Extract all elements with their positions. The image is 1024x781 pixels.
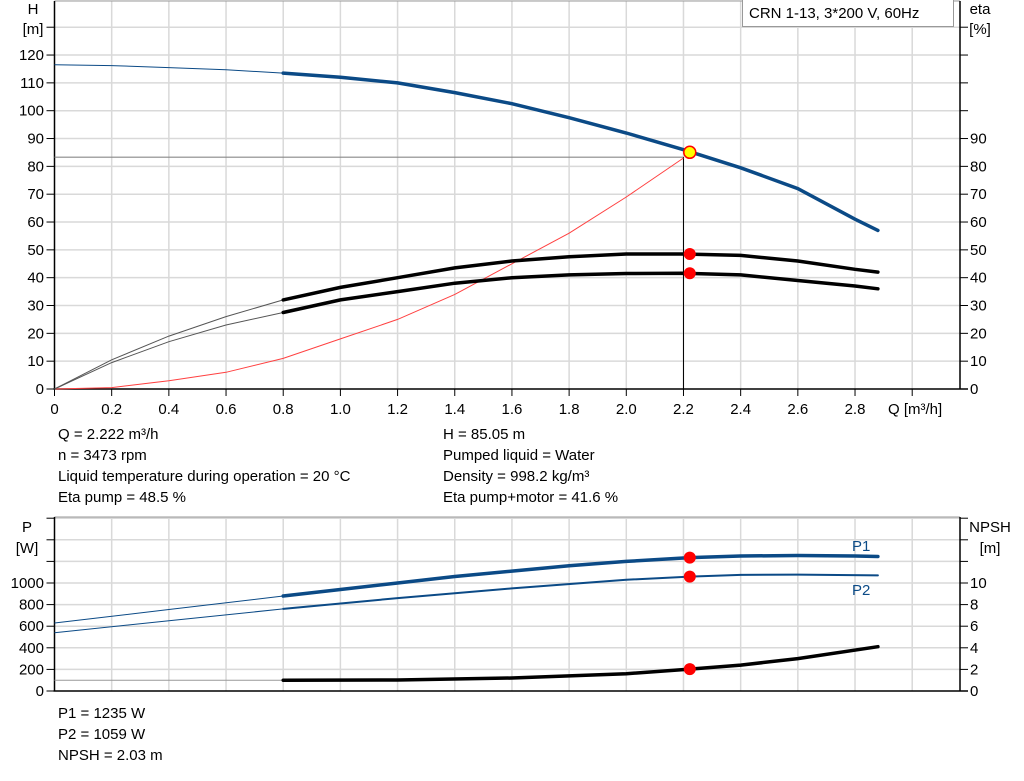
y-right-tick-label: 80 xyxy=(970,158,987,175)
x-tick-label: 0.2 xyxy=(101,401,122,418)
npsh-axis-name: NPSH xyxy=(969,519,1011,536)
x-tick-label: 0.8 xyxy=(273,401,294,418)
y-right-tick-label: 90 xyxy=(970,131,987,148)
y-left-tick-label: 60 xyxy=(27,214,44,231)
x-tick-label: 1.8 xyxy=(559,401,580,418)
npsh-tick-label: 10 xyxy=(970,575,987,592)
x-tick-label: 1.6 xyxy=(502,401,523,418)
eta-pump-motor-value: Eta pump+motor = 41.6 % xyxy=(443,489,619,506)
speed-value: n = 3473 rpm xyxy=(58,447,147,464)
p-axis-name: P xyxy=(22,519,32,536)
y-right-tick-label: 40 xyxy=(970,270,987,287)
y-right-tick-label: 70 xyxy=(970,186,987,203)
y-right-tick-label: 20 xyxy=(970,325,987,342)
series-eta-pump-motor-line xyxy=(281,271,880,315)
p-axis-unit: [W] xyxy=(16,540,39,557)
y-left-axis-unit: [m] xyxy=(23,21,44,38)
series-eta-pump-thin-line xyxy=(54,299,284,390)
y-right-tick-label: 50 xyxy=(970,242,987,259)
y-right-axis-unit: [%] xyxy=(969,21,991,38)
y-right-axis-name: eta xyxy=(970,1,992,18)
y-left-tick-label: 30 xyxy=(27,298,44,315)
x-tick-label: 2.6 xyxy=(787,401,808,418)
eta-pump-motor-duty-point xyxy=(683,267,696,280)
eta-pump-value: Eta pump = 48.5 % xyxy=(58,489,186,506)
npsh-tick-label: 0 xyxy=(970,683,978,700)
duty-point xyxy=(683,145,697,160)
series-p1-thin-line xyxy=(54,595,284,624)
p-tick-label: 800 xyxy=(19,597,44,614)
series-npsh-line xyxy=(281,644,880,682)
info-bottom: P1 = 1235 W P2 = 1059 W NPSH = 2.03 m xyxy=(58,703,163,766)
npsh-axis-unit: [m] xyxy=(980,540,1001,557)
p2-value: P2 = 1059 W xyxy=(58,726,146,743)
series-eta-pump-motor-thin-line xyxy=(54,312,284,390)
x-tick-label: 0 xyxy=(50,401,58,418)
y-left-tick-label: 90 xyxy=(27,131,44,148)
x-tick-label: 2.2 xyxy=(673,401,694,418)
y-left-tick-label: 80 xyxy=(27,158,44,175)
y-left-tick-label: 50 xyxy=(27,242,44,259)
npsh-tick-label: 4 xyxy=(970,640,978,657)
flow-value: Q = 2.222 m³/h xyxy=(58,426,159,443)
eta-pump-duty-point xyxy=(683,248,696,261)
y-right-tick-label: 30 xyxy=(970,298,987,315)
x-tick-label: 1.2 xyxy=(387,401,408,418)
x-tick-label: 1.4 xyxy=(444,401,465,418)
y-left-tick-label: 0 xyxy=(36,381,44,398)
p1-duty-point xyxy=(683,551,696,564)
y-left-tick-label: 110 xyxy=(20,75,44,92)
npsh-value: NPSH = 2.03 m xyxy=(58,747,163,764)
y-left-axis-name: H xyxy=(28,1,39,18)
p1-value: P1 = 1235 W xyxy=(58,705,146,722)
series-system-curve-line xyxy=(54,157,684,390)
y-right-tick-label: 0 xyxy=(970,381,978,398)
npsh-tick-label: 8 xyxy=(970,597,978,614)
chart-title-legend: CRN 1-13, 3*200 V, 60Hz xyxy=(742,0,954,27)
p-tick-label: 1000 xyxy=(11,575,44,592)
y-left-tick-label: 20 xyxy=(27,325,44,342)
p1-series-label: P1 xyxy=(852,538,870,555)
series-eta-pump-line xyxy=(281,252,880,302)
x-tick-label: 0.4 xyxy=(158,401,179,418)
info-right-top: H = 85.05 m Pumped liquid = Water Densit… xyxy=(443,424,618,508)
p-tick-label: 400 xyxy=(19,640,44,657)
x-tick-label: 1.0 xyxy=(330,401,351,418)
p-tick-label: 600 xyxy=(19,618,44,635)
liquid-value: Pumped liquid = Water xyxy=(443,447,595,464)
npsh-tick-label: 6 xyxy=(970,618,978,635)
p2-series-label: P2 xyxy=(852,582,870,599)
x-tick-label: 2.0 xyxy=(616,401,637,418)
y-left-tick-label: 70 xyxy=(27,186,44,203)
series-h-line xyxy=(281,71,880,233)
y-left-tick-label: 120 xyxy=(19,47,44,64)
head-value: H = 85.05 m xyxy=(443,426,526,443)
temperature-value: Liquid temperature during operation = 20… xyxy=(58,468,351,485)
y-right-tick-label: 60 xyxy=(970,214,987,231)
p-tick-label: 200 xyxy=(19,661,44,678)
npsh-duty-point xyxy=(683,663,696,676)
info-left-top: Q = 2.222 m³/h n = 3473 rpm Liquid tempe… xyxy=(58,424,350,508)
y-left-tick-label: 100 xyxy=(19,103,44,120)
series-p1-line xyxy=(281,553,880,598)
x-tick-label: 0.6 xyxy=(216,401,237,418)
x-tick-label: 2.4 xyxy=(730,401,751,418)
y-left-tick-label: 10 xyxy=(27,353,44,370)
npsh-tick-label: 2 xyxy=(970,661,978,678)
x-axis-label: Q [m³/h] xyxy=(888,401,942,418)
series-p2-thin-line xyxy=(54,608,284,634)
x-tick-label: 2.8 xyxy=(845,401,866,418)
p2-duty-point xyxy=(683,570,696,583)
y-left-tick-label: 40 xyxy=(27,270,44,287)
density-value: Density = 998.2 kg/m³ xyxy=(443,468,590,485)
series-h-thin-line xyxy=(54,64,284,74)
p-tick-label: 0 xyxy=(36,683,44,700)
series-p2-line xyxy=(282,573,879,610)
y-right-tick-label: 10 xyxy=(970,353,987,370)
